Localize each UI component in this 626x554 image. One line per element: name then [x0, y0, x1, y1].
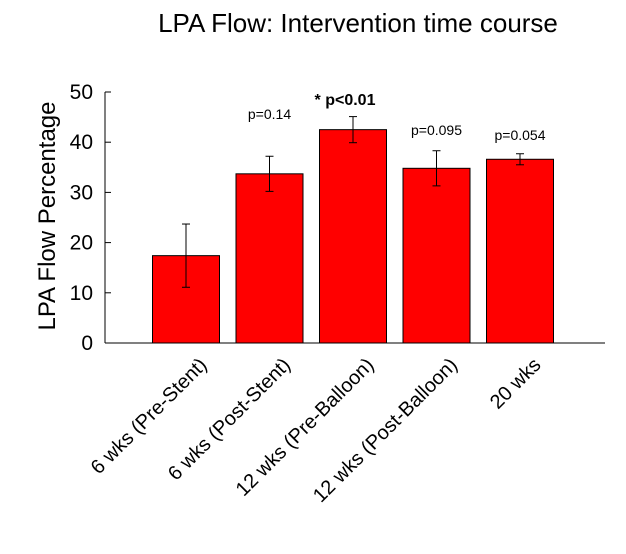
y-axis-title: LPA Flow Percentage: [34, 101, 61, 330]
annotation-label: p=0.054: [495, 127, 546, 143]
bar: [486, 158, 554, 344]
y-tick-label: 0: [81, 332, 93, 355]
category-label: 12 wks (Pre-Balloon): [232, 354, 379, 501]
y-tick-label: 40: [70, 131, 93, 154]
y-tick-label: 20: [70, 232, 93, 255]
category-labels: 6 wks (Pre-Stent)6 wks (Post-Stent)12 wk…: [87, 354, 546, 507]
annotation-label: p=0.095: [411, 122, 462, 138]
category-label: 12 wks (Post-Balloon): [309, 354, 462, 507]
bar: [319, 129, 387, 344]
y-tick-label: 30: [70, 181, 93, 204]
bars: [152, 129, 554, 344]
bar: [402, 167, 471, 344]
error-bars: [182, 116, 524, 288]
y-tick-label: 50: [70, 81, 93, 104]
annotation-label: * p<0.01: [315, 92, 376, 109]
annotations: p=0.14 * p<0.01 p=0.095 p=0.054: [248, 92, 546, 143]
annotation-label: p=0.14: [248, 106, 291, 122]
category-label: 20 wks: [486, 354, 546, 414]
y-tick-label: 10: [70, 282, 93, 305]
chart-title: LPA Flow: Intervention time course: [158, 8, 558, 38]
bar: [235, 173, 304, 344]
